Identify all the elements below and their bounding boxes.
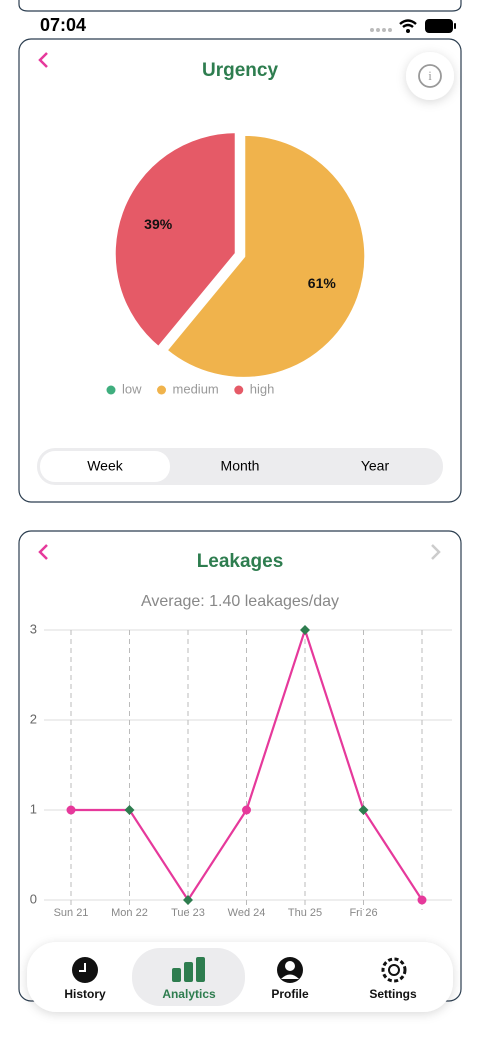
legend-label: medium [173, 381, 219, 396]
settings-icon[interactable] [381, 957, 407, 983]
data-point [358, 805, 369, 815]
y-tick-label: 1 [30, 801, 37, 816]
data-label: 61% [308, 275, 337, 291]
wifi-icon [399, 19, 417, 28]
data-point [300, 625, 310, 635]
data-label: 39% [144, 216, 173, 232]
x-tick-label: Fri 26 [349, 907, 377, 919]
pie-chart: 61% 39% [112, 130, 368, 380]
profile-head [285, 961, 295, 971]
pie-slice [112, 130, 238, 350]
forward-button[interactable] [431, 544, 441, 560]
line-chart: 0 1 2 3 Sun 21 Mon 22 Tue 23 Wed 24 Thu 25 Fri 26 [30, 621, 452, 919]
data-point [66, 805, 76, 815]
x-tick-label: Sun 21 [54, 907, 89, 919]
info-button[interactable] [406, 52, 454, 100]
back-button[interactable] [38, 544, 48, 560]
tab-label[interactable]: History [64, 987, 106, 1001]
segment[interactable]: Month [221, 458, 260, 474]
profile-body [281, 974, 299, 979]
wifi-dot [406, 29, 410, 33]
legend-swatch [157, 385, 167, 395]
info-i: i [428, 68, 432, 83]
y-tick-label: 2 [30, 711, 37, 726]
data-point [124, 805, 135, 815]
data-point [242, 805, 251, 815]
legend: low medium high [106, 381, 275, 396]
segment-selected[interactable] [40, 451, 170, 482]
analytics-icon[interactable] [172, 957, 205, 982]
x-tick-label: Wed 24 [228, 907, 266, 919]
battery [425, 19, 453, 33]
legend-swatch [234, 385, 244, 395]
status-time: 07:04 [40, 15, 86, 35]
legend-label: low [122, 381, 142, 396]
x-tick-label: Thu 25 [288, 907, 322, 919]
segment[interactable]: Year [361, 458, 390, 474]
x-tick-label: Mon 22 [111, 907, 148, 919]
back-button[interactable] [38, 52, 48, 68]
tab-label[interactable]: Profile [271, 987, 309, 1001]
chart-title: Leakages [197, 551, 284, 572]
signal [370, 28, 392, 32]
battery-tip [454, 23, 456, 29]
chart-title: Urgency [202, 60, 278, 81]
pie-slice [164, 132, 368, 380]
y-tick-label: 0 [30, 891, 37, 906]
y-tick-label: 3 [30, 621, 37, 636]
legend-swatch [106, 385, 116, 395]
settings-hub [388, 964, 400, 976]
x-tick-label: Tue 23 [171, 907, 205, 919]
data-point [183, 895, 193, 905]
data-point [417, 895, 427, 905]
legend-label: high [250, 381, 275, 396]
chart-subtitle: Average: 1.40 leakages/day [141, 593, 339, 610]
clock-hands [79, 963, 86, 972]
tab-label[interactable]: Analytics [162, 987, 216, 1001]
segment[interactable]: Week [87, 458, 124, 474]
card-edge [18, 0, 462, 12]
info-icon [418, 64, 442, 88]
tab-label[interactable]: Settings [369, 987, 417, 1001]
